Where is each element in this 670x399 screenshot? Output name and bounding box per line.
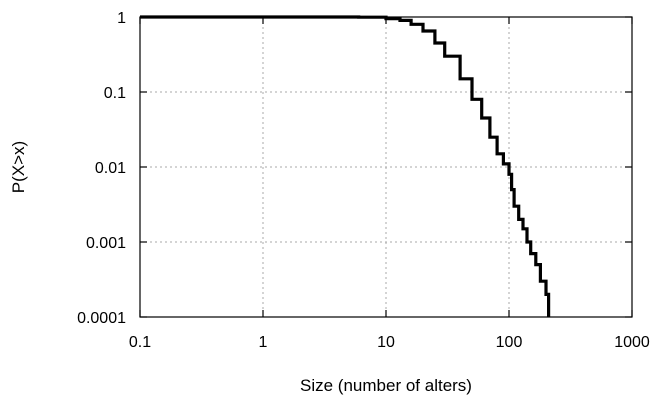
y-tick-label: 0.1 [104,85,126,102]
x-tick-label: 10 [377,334,395,351]
x-tick-label: 1000 [614,334,650,351]
grid-lines [140,17,632,317]
y-tick-label: 0.01 [95,160,126,177]
y-tick-label: 0.001 [86,235,126,252]
x-tick-label: 1 [259,334,268,351]
x-tick-label: 0.1 [129,334,151,351]
series-layer [140,15,551,317]
tick-labels: 0.1 1 10 100 1000 1 0.1 0.01 0.001 0.0001 [77,10,650,351]
y-axis-title: P(X>x) [9,141,28,193]
x-axis-title: Size (number of alters) [300,376,472,395]
y-tick-label: 1 [117,10,126,27]
y-tick-label: 0.0001 [77,310,126,327]
ccdf-series-line [140,15,551,317]
x-tick-label: 100 [496,334,523,351]
